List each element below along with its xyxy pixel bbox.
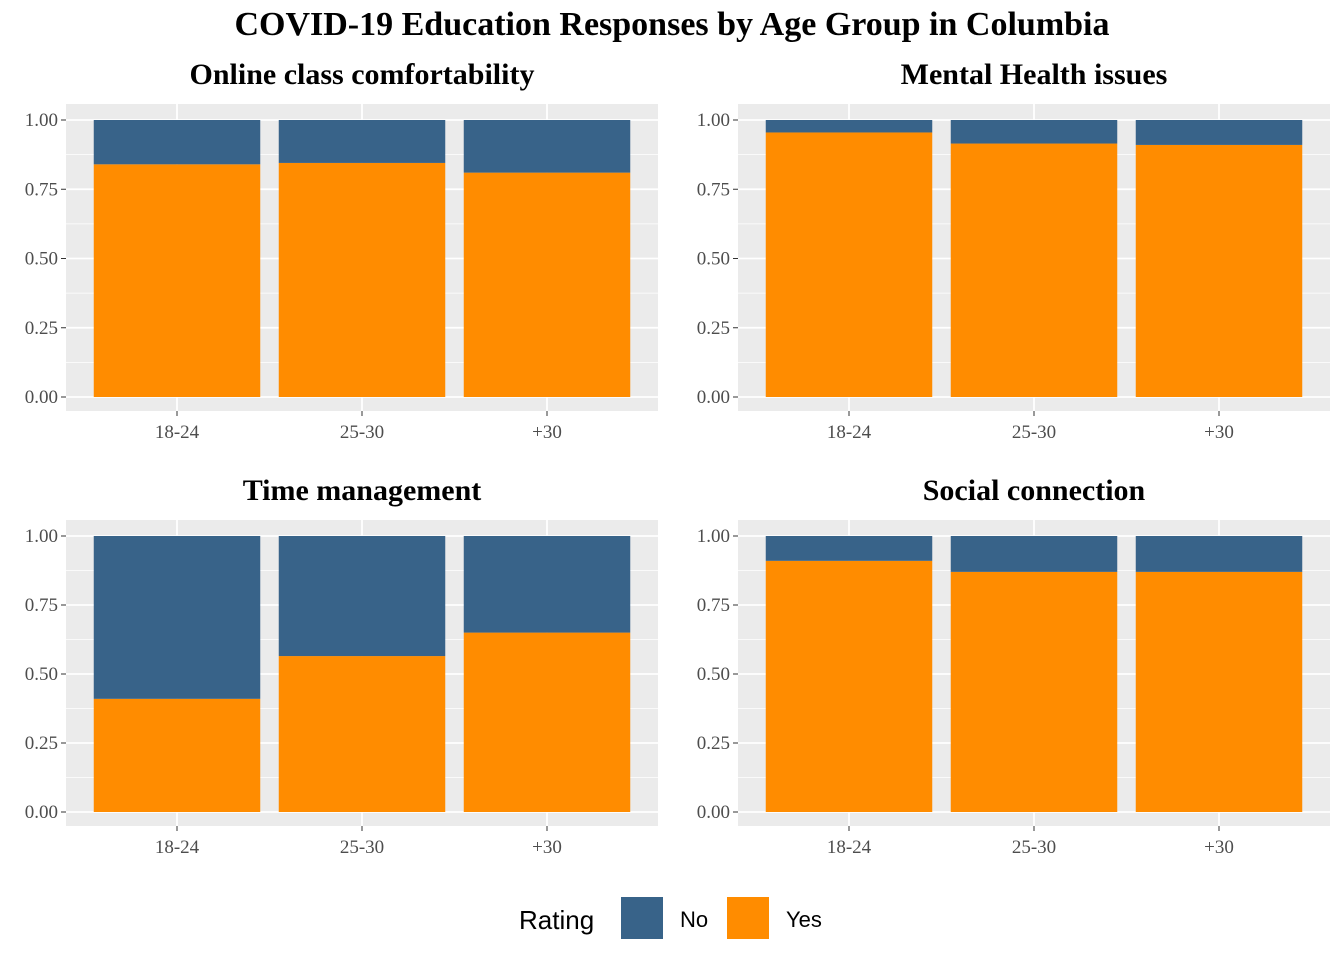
x-tick-label: 18-24 bbox=[827, 422, 872, 443]
x-tick-label: +30 bbox=[1204, 422, 1234, 443]
bar-no-25-30 bbox=[950, 536, 1118, 572]
panels: Online class comfortability 0.00 0.25 0.50 0… bbox=[25, 58, 1330, 858]
panel-title: Social connection bbox=[923, 474, 1146, 507]
panel-social-connection: Social connection 0.00 0.25 0.50 0.75 1.00 18-… bbox=[697, 474, 1330, 858]
y-tick-label: 1.00 bbox=[697, 110, 730, 131]
y-tick-label: 0.50 bbox=[697, 664, 730, 685]
bar-no-30 bbox=[1135, 536, 1303, 572]
panel-mental-health-issues: Mental Health issues 0.00 0.25 0.50 0.75 1.00… bbox=[697, 58, 1330, 443]
bar-no-18-24 bbox=[93, 536, 261, 699]
bar-no-25-30 bbox=[950, 120, 1118, 144]
y-tick-label: 0.75 bbox=[697, 595, 730, 616]
x-tick-label: 18-24 bbox=[155, 837, 200, 858]
y-tick-label: 0.25 bbox=[697, 318, 730, 339]
legend-label-no: No bbox=[680, 907, 708, 932]
legend-title: Rating bbox=[519, 905, 594, 935]
y-tick-label: 0.75 bbox=[25, 595, 58, 616]
bar-no-18-24 bbox=[765, 120, 933, 133]
bar-yes-18-24 bbox=[93, 164, 261, 397]
bar-no-30 bbox=[463, 536, 631, 633]
bar-yes-30 bbox=[1135, 144, 1303, 397]
bar-yes-18-24 bbox=[93, 698, 261, 812]
bar-no-18-24 bbox=[93, 120, 261, 165]
bar-yes-18-24 bbox=[765, 132, 933, 397]
y-tick-label: 0.00 bbox=[25, 387, 58, 408]
y-tick-label: 0.25 bbox=[25, 318, 58, 339]
y-tick-label: 0.50 bbox=[25, 249, 58, 270]
x-tick-label: +30 bbox=[1204, 837, 1234, 858]
legend-swatch-yes bbox=[727, 897, 769, 939]
x-tick-label: 25-30 bbox=[1012, 837, 1056, 858]
panel-online-class-comfortability: Online class comfortability 0.00 0.25 0.50 0… bbox=[25, 58, 658, 443]
panel-title: Online class comfortability bbox=[190, 58, 535, 91]
bar-yes-25-30 bbox=[950, 571, 1118, 812]
x-tick-label: 25-30 bbox=[340, 422, 384, 443]
bar-yes-25-30 bbox=[278, 656, 446, 812]
x-tick-label: +30 bbox=[532, 422, 562, 443]
bar-yes-25-30 bbox=[950, 143, 1118, 397]
bar-no-30 bbox=[1135, 120, 1303, 145]
y-tick-label: 0.25 bbox=[697, 733, 730, 754]
legend-label-yes: Yes bbox=[786, 907, 822, 932]
bar-no-25-30 bbox=[278, 536, 446, 657]
y-tick-label: 1.00 bbox=[25, 110, 58, 131]
figure-title: COVID-19 Education Responses by Age Grou… bbox=[234, 6, 1109, 43]
bar-no-18-24 bbox=[765, 536, 933, 561]
bar-yes-25-30 bbox=[278, 162, 446, 397]
panel-title: Time management bbox=[243, 474, 482, 507]
x-tick-label: 25-30 bbox=[1012, 422, 1056, 443]
bar-yes-30 bbox=[463, 172, 631, 397]
panel-time-management: Time management 0.00 0.25 0.50 0.75 1.00 18-24… bbox=[25, 474, 658, 858]
bar-yes-18-24 bbox=[765, 560, 933, 812]
x-tick-label: 18-24 bbox=[827, 837, 872, 858]
bar-yes-30 bbox=[463, 632, 631, 812]
x-tick-label: +30 bbox=[532, 837, 562, 858]
panel-title: Mental Health issues bbox=[901, 58, 1168, 91]
legend: Rating No Yes bbox=[519, 897, 822, 939]
legend-swatch-no bbox=[621, 897, 663, 939]
y-tick-label: 1.00 bbox=[697, 526, 730, 547]
x-tick-label: 25-30 bbox=[340, 837, 384, 858]
y-tick-label: 0.25 bbox=[25, 733, 58, 754]
bar-yes-30 bbox=[1135, 571, 1303, 812]
y-tick-label: 0.00 bbox=[25, 802, 58, 823]
y-tick-label: 0.75 bbox=[25, 179, 58, 200]
y-tick-label: 0.00 bbox=[697, 387, 730, 408]
y-tick-label: 0.50 bbox=[697, 249, 730, 270]
y-tick-label: 1.00 bbox=[25, 526, 58, 547]
y-tick-label: 0.50 bbox=[25, 664, 58, 685]
bar-no-30 bbox=[463, 120, 631, 173]
x-tick-label: 18-24 bbox=[155, 422, 200, 443]
y-tick-label: 0.75 bbox=[697, 179, 730, 200]
y-tick-label: 0.00 bbox=[697, 802, 730, 823]
bar-no-25-30 bbox=[278, 120, 446, 163]
